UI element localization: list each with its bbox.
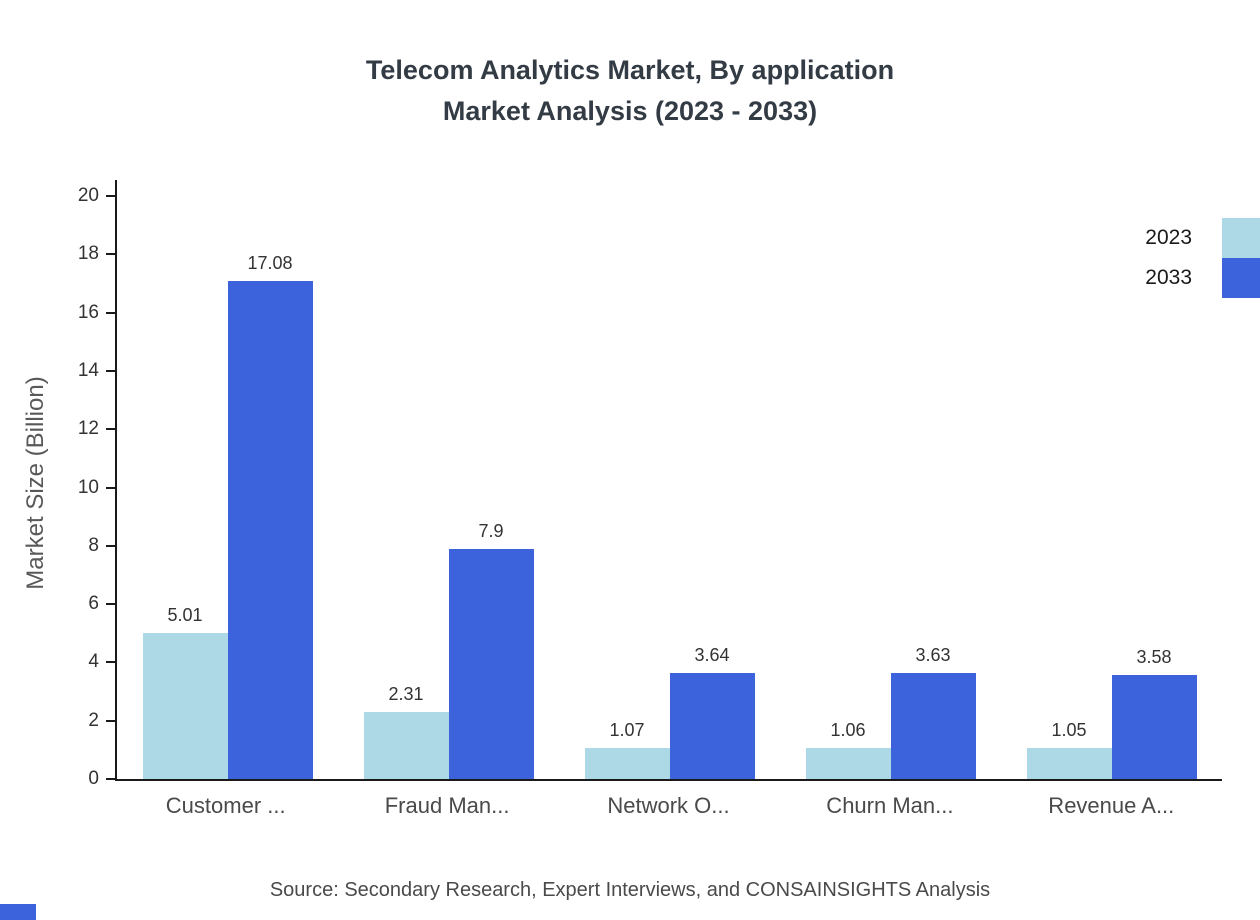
y-tick-label: 18 (77, 243, 99, 265)
y-tick (106, 195, 115, 197)
y-tick (106, 661, 115, 664)
chart-title: Telecom Analytics Market, By application… (0, 50, 1260, 132)
y-tick-label: 8 (88, 534, 99, 556)
y-tick-label: 4 (88, 651, 99, 673)
y-axis-label: Market Size (Billion) (22, 376, 49, 590)
bar-value-label: 3.58 (1136, 646, 1172, 667)
bar-2033 (1111, 674, 1197, 779)
plot-field: 0 2 4 6 8 10 12 14 16 18 20 5.01 17.08 2.31 7.9 1.07 3.… (78, 185, 1222, 789)
bar-2023 (363, 711, 449, 779)
y-tick (106, 428, 115, 431)
bar-value-label: 5.01 (167, 604, 203, 625)
y-tick (106, 486, 115, 489)
bar-2023 (805, 748, 891, 779)
bar-2033 (669, 672, 755, 779)
legend-item: 2033 (1145, 258, 1260, 298)
legend-label: 2033 (1145, 266, 1192, 289)
y-tick-label: 10 (77, 476, 99, 498)
legend-swatch (1222, 258, 1260, 298)
brand-mark (0, 904, 36, 920)
bar-value-label: 1.05 (1051, 720, 1087, 741)
bar-2033 (890, 673, 976, 779)
bar-value-label: 17.08 (247, 253, 293, 274)
legend: 2023 2033 (1145, 218, 1260, 298)
y-tick-label: 16 (77, 301, 99, 323)
y-tick (106, 778, 115, 780)
x-category-label: Fraud Man... (384, 793, 510, 818)
plot-area: 0 2 4 6 8 10 12 14 16 18 20 5.01 17.08 2.31 7.9 1.07 3.… (78, 180, 1222, 789)
bar-2033 (227, 281, 313, 779)
bar-value-label: 1.06 (830, 720, 866, 741)
bars-layer: 5.01 17.08 2.31 7.9 1.07 3.64 1.06 3.63 1.05 3.58 (117, 196, 1222, 779)
bar-value-label: 1.07 (609, 719, 645, 740)
y-tick (106, 253, 115, 256)
x-category-label: Churn Man... (826, 793, 954, 818)
y-tick-label: 2 (88, 709, 99, 731)
legend-item: 2023 (1145, 218, 1260, 258)
bar-value-label: 7.9 (478, 520, 504, 541)
chart-title-line2: Market Analysis (2023 - 2033) (442, 96, 818, 126)
y-tick (106, 369, 115, 372)
legend-label: 2023 (1145, 226, 1192, 249)
y-tick (106, 719, 115, 722)
y-tick-label: 20 (77, 185, 99, 206)
x-axis-labels: Customer ... Fraud Man... Network O... Chur… (115, 793, 1222, 827)
y-tick (106, 603, 115, 606)
bar-2023 (142, 632, 228, 779)
y-tick (106, 544, 115, 547)
x-category-label: Customer ... (165, 793, 286, 818)
bar-value-label: 3.64 (694, 644, 730, 665)
y-tick-label: 6 (88, 593, 99, 615)
y-tick-label: 0 (88, 768, 99, 789)
y-tick (106, 311, 115, 314)
bar-2023 (1026, 748, 1112, 779)
source-note: Source: Secondary Research, Expert Inter… (269, 879, 991, 901)
y-tick-label: 14 (77, 359, 99, 381)
x-category-label: Revenue A... (1048, 793, 1175, 818)
bar-value-label: 3.63 (915, 645, 951, 666)
bar-value-label: 2.31 (388, 683, 424, 704)
chart-title-line1: Telecom Analytics Market, By application (365, 55, 895, 85)
y-axis-ticks: 0 2 4 6 8 10 12 14 16 18 20 (78, 185, 1222, 789)
y-tick-label: 12 (77, 418, 99, 440)
bar-2033 (448, 548, 534, 779)
legend-swatch (1222, 218, 1260, 258)
x-category-label: Network O... (607, 793, 730, 818)
bar-2023 (584, 747, 670, 779)
